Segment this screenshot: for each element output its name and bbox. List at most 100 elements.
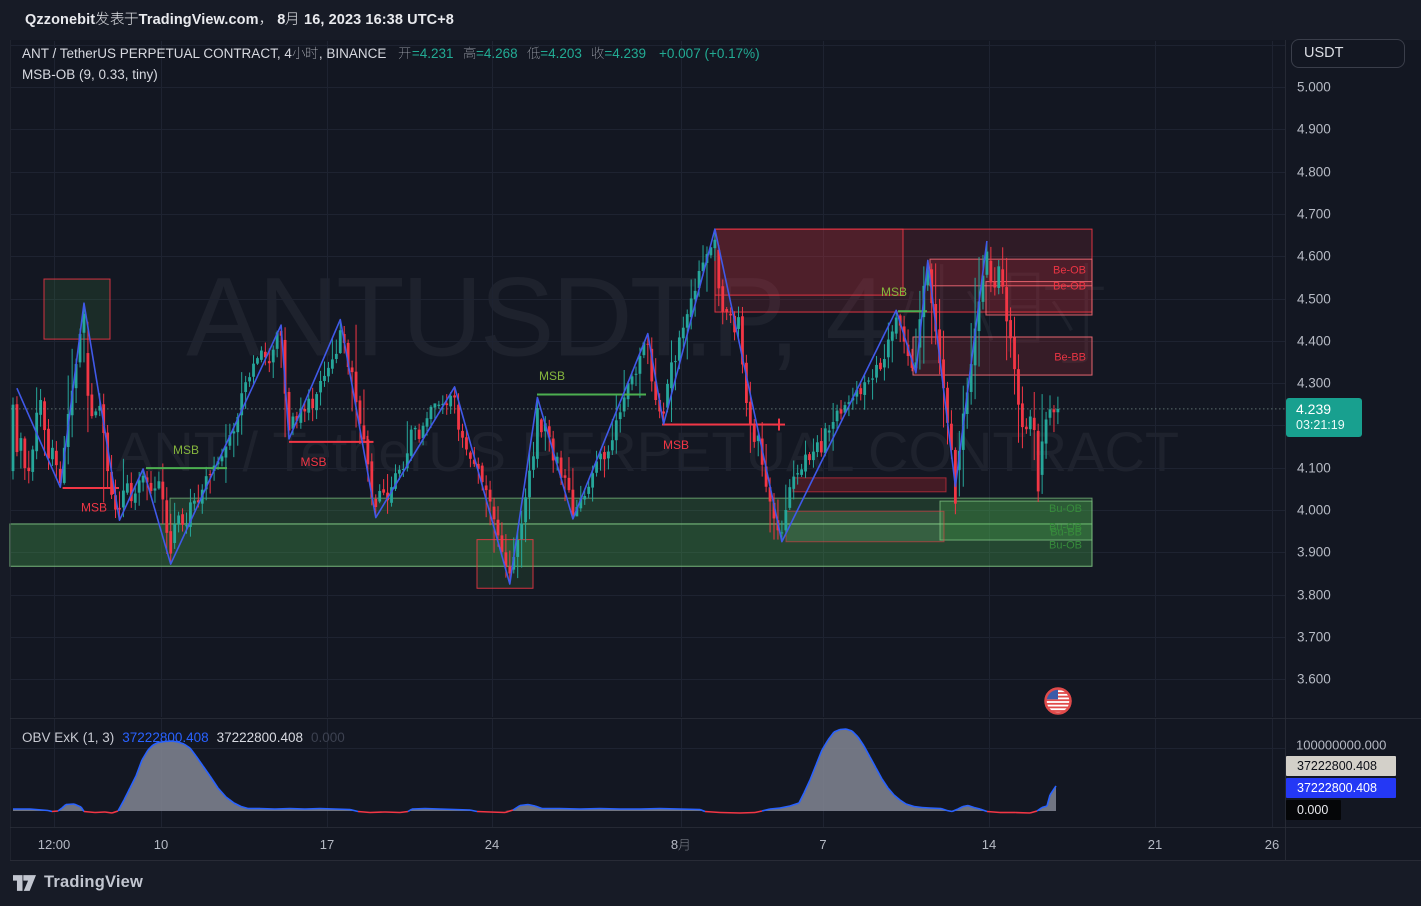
cjk-glyph [591, 46, 604, 59]
price-axis-label: 4.700 [1297, 206, 1331, 222]
candle-body [547, 426, 551, 438]
candle-body [370, 461, 374, 498]
candle-body [681, 327, 685, 339]
candle-body [429, 406, 433, 420]
candle-body [47, 428, 50, 459]
obv-segment [559, 807, 581, 810]
candle-body [15, 404, 19, 453]
time-axis-label: 14 [981, 837, 997, 852]
candle-body [244, 382, 248, 392]
obv-segment [639, 807, 661, 810]
candle-body [815, 442, 819, 453]
time-axis-label: 21 [1147, 837, 1163, 852]
candle-body [993, 282, 997, 288]
tradingview-logo[interactable]: TradingView [13, 872, 143, 896]
candle-body [847, 402, 851, 405]
candle-body [579, 498, 583, 509]
candle-body [390, 487, 393, 503]
candle-body [43, 401, 46, 431]
candle-body [11, 404, 15, 472]
price-axis-label: 3.900 [1297, 544, 1331, 560]
zigzag-line [16, 228, 988, 585]
obv-title: OBV ExK (1, 3) [22, 730, 115, 745]
candle-body [827, 430, 831, 433]
candle-body [54, 450, 58, 466]
candle-body [965, 392, 969, 414]
candle-body [248, 377, 251, 382]
cjk-glyph [259, 20, 263, 26]
price-axis-label: 4.100 [1297, 460, 1331, 476]
candle-body [630, 376, 634, 385]
candle-body [299, 408, 303, 423]
pane-separator[interactable] [10, 718, 1421, 719]
candle-body [973, 328, 977, 366]
candle-body [90, 394, 94, 417]
candle-body [334, 353, 338, 359]
candle-body [504, 552, 508, 568]
candle-body [125, 483, 129, 493]
candle-body [571, 489, 575, 518]
candle-body [62, 447, 66, 483]
candle-body [938, 329, 942, 364]
last-price-badge: 4.239 03:21:19 [1286, 398, 1362, 437]
obv-segment [534, 805, 543, 810]
attribution-text: Qzzonebit TradingView.com 8 16, 2023 16:3… [25, 11, 454, 28]
obv-segment [289, 807, 306, 810]
order-block-box [714, 228, 904, 296]
candle-body [129, 482, 133, 502]
obv-indicator-legend[interactable]: OBV ExK (1, 3) 37222800.408 37222800.408 0.… [22, 730, 345, 745]
currency-toggle-button[interactable]: USDT [1291, 39, 1405, 68]
obv-segment [754, 810, 763, 814]
indicator-legend[interactable]: MSB-OB (9, 0.33, tiny) [22, 67, 158, 82]
candle-body [614, 420, 618, 441]
candle-body [539, 419, 543, 433]
obv-segment [875, 767, 883, 780]
candle-body [74, 364, 78, 389]
obv-segment [815, 749, 823, 766]
candle-body [263, 351, 267, 358]
obv-segment [940, 807, 948, 812]
change-value: +0.007 (+0.17%) [659, 46, 760, 61]
candle-body [1009, 320, 1012, 339]
obv-segment [424, 807, 441, 810]
candle-body [401, 468, 405, 470]
obv-segment [319, 807, 336, 810]
candle-body [457, 404, 460, 430]
obv-segment [821, 739, 829, 751]
candle-body [926, 270, 930, 286]
price-axis-label: 4.900 [1297, 121, 1331, 137]
candle-body [421, 425, 425, 439]
candle-body [800, 469, 803, 475]
cjk-glyph [526, 46, 540, 59]
candle-body [508, 566, 512, 574]
obv-segment [80, 806, 85, 812]
bar-countdown: 03:21:19 [1296, 418, 1345, 432]
symbol-legend[interactable]: ANT / TetherUS PERPETUAL CONTRACT, 4, BI… [22, 46, 760, 61]
candle-body [433, 403, 437, 408]
obv-segment [599, 807, 621, 810]
obv-segment [183, 743, 191, 749]
candle-body [382, 489, 386, 493]
candle-body [114, 495, 117, 510]
obv-badge-black: 0.000 [1286, 800, 1341, 820]
candle-body [516, 540, 520, 557]
chart-background[interactable] [10, 40, 1421, 860]
obv-segment [704, 810, 721, 814]
demand-zone-box [785, 510, 945, 543]
candle-body [886, 339, 890, 358]
obv-segment [104, 811, 113, 814]
ohlc-item: =4.239 [591, 46, 646, 61]
candle-body [157, 481, 161, 489]
time-axis-separator [10, 827, 1421, 828]
time-axis-label: 17 [319, 837, 335, 852]
candle-body [883, 358, 886, 368]
candle-body [756, 435, 760, 442]
candle-body [208, 474, 212, 476]
obv-segment [719, 811, 741, 814]
footer-bar: TradingView [0, 861, 1421, 906]
candle-body [784, 510, 788, 531]
time-axis-label: 7 [819, 837, 827, 852]
candle-body [618, 412, 622, 420]
